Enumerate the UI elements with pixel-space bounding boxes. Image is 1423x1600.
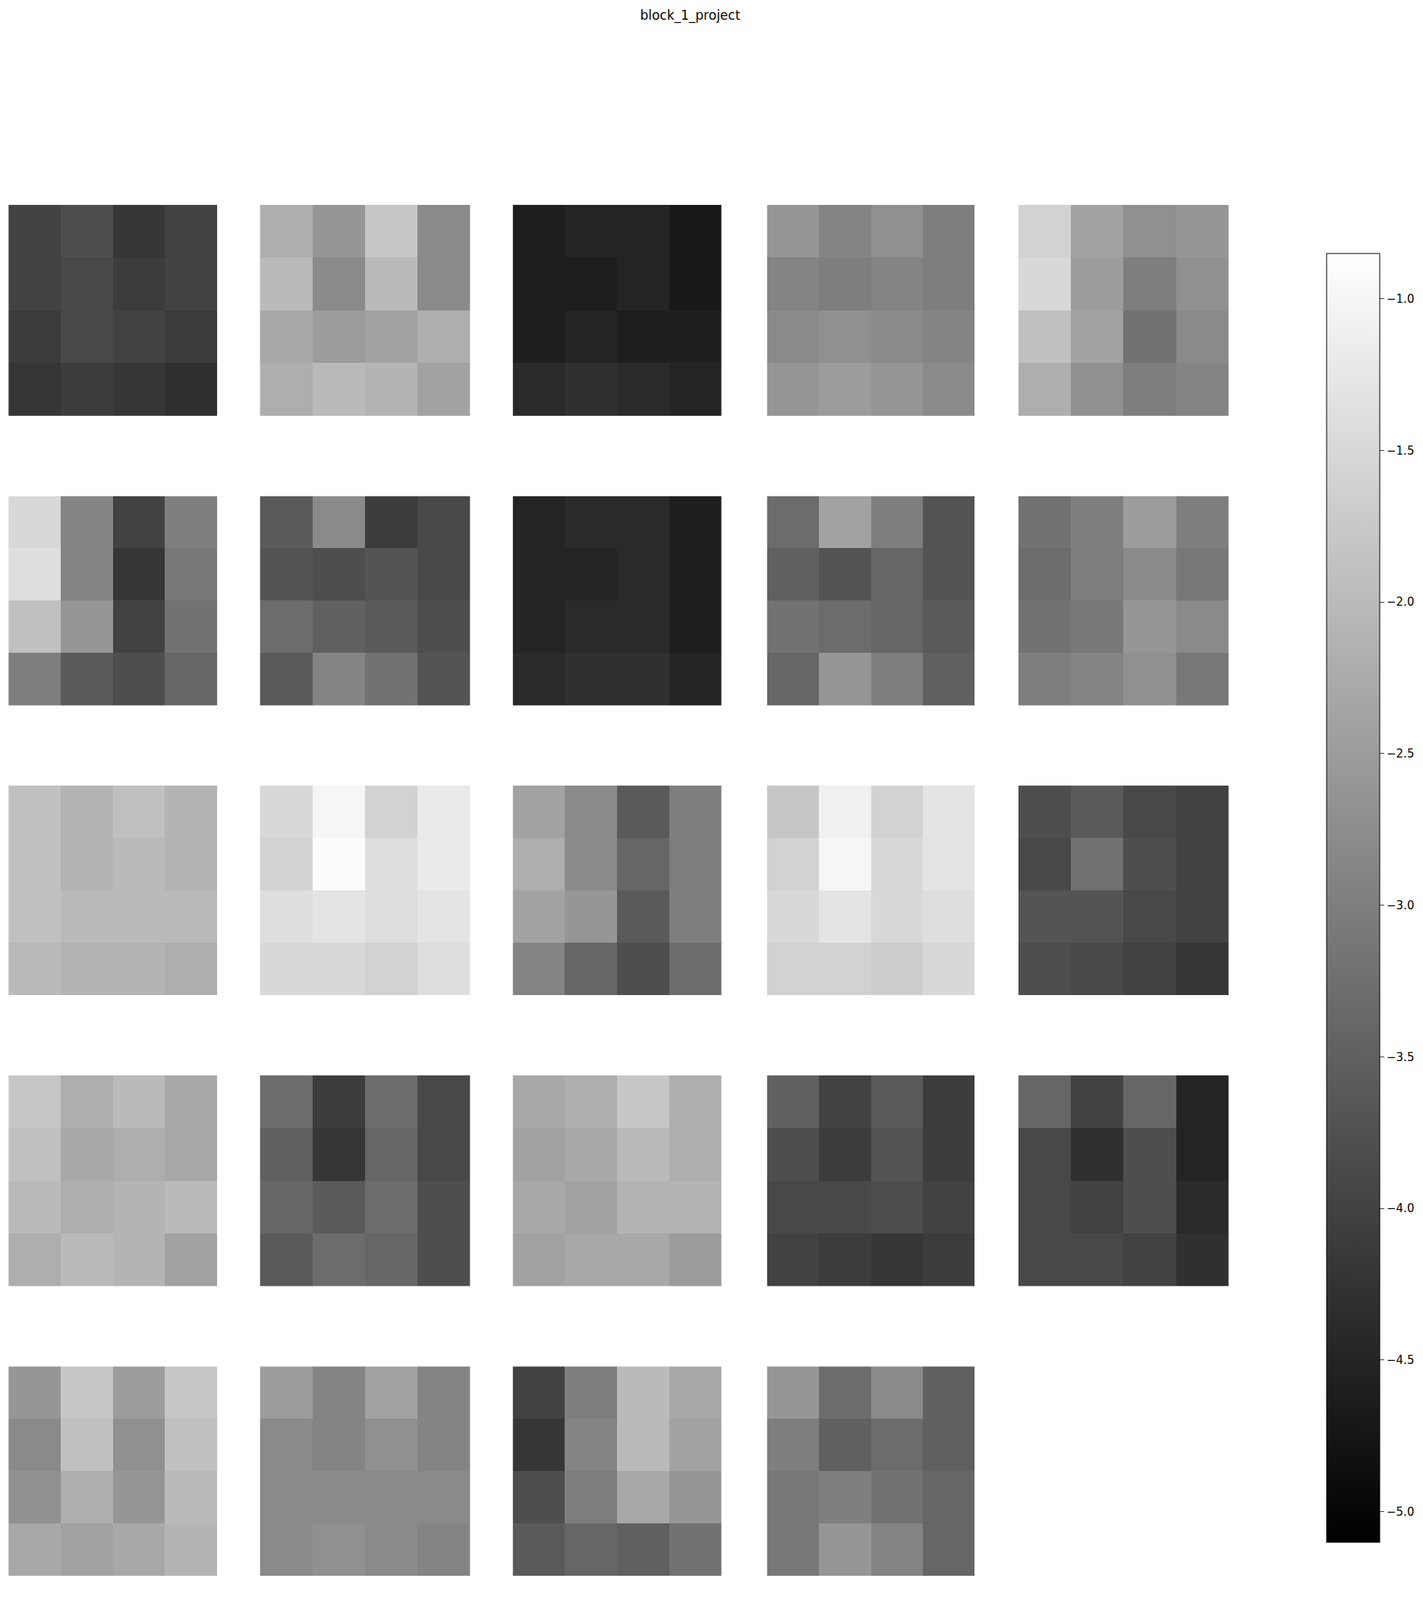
svg-text:block_1_project: block_1_project <box>639 7 740 24</box>
svg-text:−4.0: −4.0 <box>1386 1201 1414 1216</box>
svg-text:−2.5: −2.5 <box>1386 746 1414 761</box>
svg-text:−3.5: −3.5 <box>1386 1050 1414 1065</box>
svg-text:−5.0: −5.0 <box>1386 1504 1414 1519</box>
svg-text:−2.0: −2.0 <box>1386 595 1414 609</box>
svg-text:−3.0: −3.0 <box>1386 898 1414 913</box>
svg-text:−1.5: −1.5 <box>1386 443 1414 458</box>
svg-text:−4.5: −4.5 <box>1386 1353 1414 1367</box>
svg-text:−1.0: −1.0 <box>1386 292 1414 306</box>
